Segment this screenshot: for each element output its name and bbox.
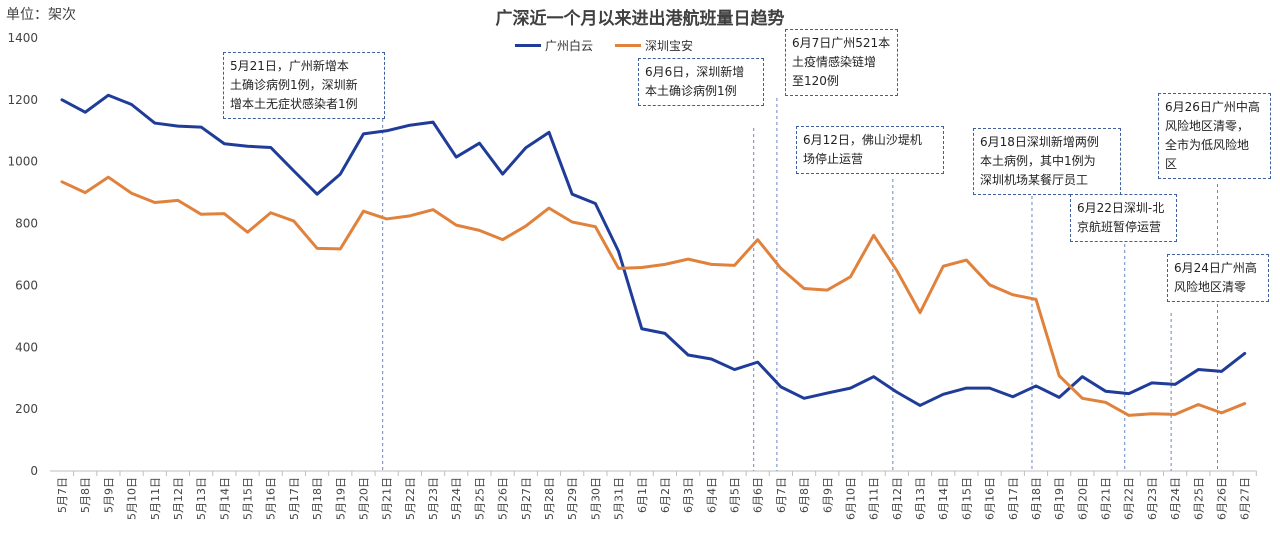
x-tick-label: 6月10日 bbox=[844, 477, 857, 520]
x-tick-label: 5月28日 bbox=[543, 477, 556, 520]
x-tick-label: 5月20日 bbox=[357, 477, 370, 520]
x-tick-label: 6月19日 bbox=[1053, 477, 1066, 520]
y-tick-label: 1200 bbox=[7, 93, 38, 107]
x-tick-label: 6月14日 bbox=[937, 477, 950, 520]
annotation-jun12: 6月12日，佛山沙堤机 场停止运营 bbox=[796, 126, 944, 174]
x-tick-label: 5月7日 bbox=[56, 477, 69, 513]
annotation-jun24: 6月24日广州高 风险地区清零 bbox=[1167, 254, 1269, 302]
x-tick-label: 5月15日 bbox=[242, 477, 255, 520]
y-axis-unit-label: 单位：架次 bbox=[6, 7, 76, 23]
x-tick-label: 6月3日 bbox=[682, 477, 695, 513]
legend-label-guangzhou: 广州白云 bbox=[545, 39, 594, 53]
legend-item-guangzhou: 广州白云 bbox=[515, 37, 593, 54]
y-tick-label: 400 bbox=[15, 340, 38, 354]
x-tick-label: 6月21日 bbox=[1100, 477, 1113, 520]
x-tick-label: 5月17日 bbox=[288, 477, 301, 520]
x-tick-label: 5月31日 bbox=[613, 477, 626, 520]
series-line-guangzhou bbox=[60, 93, 1247, 407]
annotation-jun18: 6月18日深圳新增两例 本土病例，其中1例为 深圳机场某餐厅员工 bbox=[973, 128, 1121, 195]
x-tick-label: 6月24日 bbox=[1169, 477, 1182, 520]
x-tick-label: 5月13日 bbox=[195, 477, 208, 520]
legend-swatch-shenzhen bbox=[615, 44, 642, 47]
x-tick-label: 6月6日 bbox=[752, 477, 765, 513]
legend-swatch-guangzhou bbox=[515, 44, 541, 47]
x-tick-label: 6月7日 bbox=[775, 477, 788, 513]
legend-label-shenzhen: 深圳宝安 bbox=[645, 39, 694, 53]
y-tick-label: 200 bbox=[15, 402, 38, 416]
x-tick-label: 5月18日 bbox=[311, 477, 324, 520]
legend: 广州白云 深圳宝安 bbox=[515, 37, 693, 54]
x-tick-label: 5月9日 bbox=[102, 477, 115, 513]
y-tick-label: 1400 bbox=[7, 31, 38, 45]
x-tick-label: 5月19日 bbox=[334, 477, 347, 520]
x-tick-label: 5月14日 bbox=[218, 477, 231, 520]
x-tick-label: 5月29日 bbox=[566, 477, 579, 520]
y-tick-label: 600 bbox=[15, 278, 38, 292]
x-tick-label: 5月16日 bbox=[265, 477, 278, 520]
x-tick-label: 6月8日 bbox=[798, 477, 811, 513]
x-tick-label: 6月23日 bbox=[1146, 477, 1159, 520]
x-tick-label: 6月16日 bbox=[984, 477, 997, 520]
legend-item-shenzhen: 深圳宝安 bbox=[615, 37, 693, 54]
x-tick-label: 6月2日 bbox=[659, 477, 672, 513]
x-tick-label: 6月22日 bbox=[1123, 477, 1136, 520]
y-tick-label: 1000 bbox=[7, 155, 38, 169]
x-tick-label: 5月27日 bbox=[520, 477, 533, 520]
x-tick-label: 6月25日 bbox=[1192, 477, 1205, 520]
x-tick-label: 6月15日 bbox=[960, 477, 973, 520]
annotation-jun7: 6月7日广州521本 土疫情感染链增 至120例 bbox=[785, 29, 898, 96]
x-tick-label: 6月11日 bbox=[868, 477, 881, 520]
annotation-jun22: 6月22日深圳-北 京航班暂停运营 bbox=[1070, 194, 1177, 242]
x-tick-label: 5月11日 bbox=[149, 477, 162, 520]
series-line-shenzhen bbox=[60, 175, 1247, 417]
y-tick-label: 800 bbox=[15, 217, 38, 231]
annotation-may21: 5月21日，广州新增本 土确诊病例1例，深圳新 增本土无症状感染者1例 bbox=[223, 52, 385, 119]
x-tick-label: 6月27日 bbox=[1239, 477, 1252, 520]
x-tick-label: 5月12日 bbox=[172, 477, 185, 520]
x-tick-label: 6月12日 bbox=[891, 477, 904, 520]
x-tick-label: 6月1日 bbox=[636, 477, 649, 513]
x-tick-label: 6月17日 bbox=[1007, 477, 1020, 520]
annotation-jun6: 6月6日，深圳新增 本土确诊病例1例 bbox=[638, 58, 764, 106]
x-tick-label: 5月24日 bbox=[450, 477, 463, 520]
x-tick-label: 6月26日 bbox=[1216, 477, 1229, 520]
x-tick-label: 5月23日 bbox=[427, 477, 440, 520]
x-tick-label: 6月4日 bbox=[705, 477, 718, 513]
annotation-jun26: 6月26日广州中高 风险地区清零， 全市为低风险地 区 bbox=[1158, 93, 1271, 179]
x-tick-label: 5月26日 bbox=[497, 477, 510, 520]
x-tick-label: 6月13日 bbox=[914, 477, 927, 520]
y-tick-label: 0 bbox=[30, 464, 38, 478]
x-tick-label: 5月21日 bbox=[381, 477, 394, 520]
x-tick-label: 6月18日 bbox=[1030, 477, 1043, 520]
chart-title: 广深近一个月以来进出港航班量日趋势 bbox=[495, 9, 785, 29]
x-tick-label: 5月30日 bbox=[589, 477, 602, 520]
x-tick-label: 6月20日 bbox=[1076, 477, 1089, 520]
x-tick-label: 5月25日 bbox=[473, 477, 486, 520]
x-tick-label: 6月9日 bbox=[821, 477, 834, 513]
x-tick-label: 5月22日 bbox=[404, 477, 417, 520]
x-tick-label: 5月8日 bbox=[79, 477, 92, 513]
x-tick-label: 6月5日 bbox=[729, 477, 742, 513]
x-tick-label: 5月10日 bbox=[126, 477, 139, 520]
